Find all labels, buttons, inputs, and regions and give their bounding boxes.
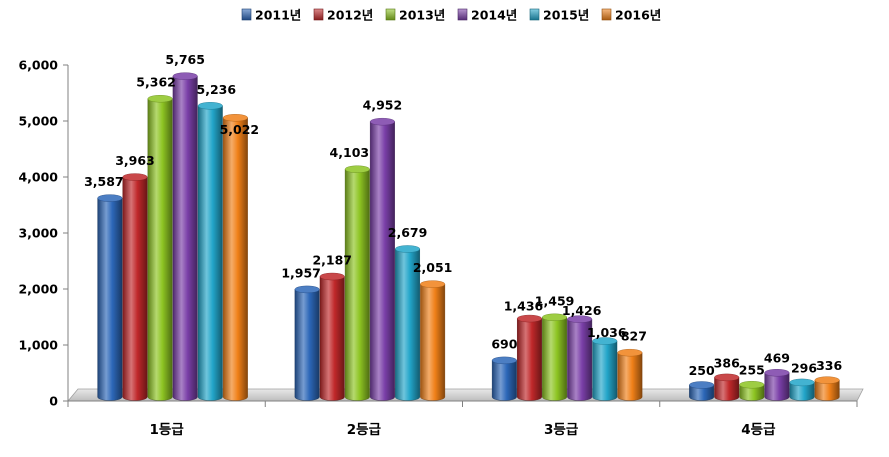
- data-label: 469: [764, 351, 790, 366]
- bar: [222, 114, 248, 401]
- legend-swatch: [601, 8, 612, 21]
- bar: [97, 194, 123, 401]
- legend-label: 2014년: [471, 8, 517, 23]
- y-tick-label: 4,000: [18, 170, 58, 185]
- data-label: 336: [816, 358, 842, 373]
- data-label: 296: [791, 360, 817, 375]
- legend-swatch: [529, 8, 540, 21]
- legend-label: 2011년: [255, 8, 301, 23]
- y-tick-label: 5,000: [18, 114, 58, 129]
- data-label: 2,187: [312, 253, 352, 268]
- data-label: 3,963: [115, 153, 155, 168]
- data-label: 250: [689, 363, 715, 378]
- legend-item: 2015년: [529, 8, 589, 23]
- bar: [739, 381, 765, 401]
- bar: [542, 313, 568, 401]
- y-tick-label: 3,000: [18, 226, 58, 241]
- data-label: 690: [491, 336, 517, 351]
- bar: [197, 102, 223, 401]
- y-tick-label: 6,000: [18, 58, 58, 73]
- bar: [567, 315, 593, 401]
- legend-swatch: [385, 8, 396, 21]
- legend-item: 2012년: [313, 8, 373, 23]
- x-tick-label: 4등급: [741, 422, 776, 438]
- bar: [294, 285, 320, 401]
- legend-label: 2012년: [327, 8, 373, 23]
- bar: [491, 356, 517, 401]
- data-label: 386: [714, 355, 740, 370]
- legend-item: 2016년: [601, 8, 661, 23]
- legend-item: 2011년: [241, 8, 301, 23]
- bar: [395, 245, 420, 401]
- data-label: 2,051: [413, 260, 453, 275]
- bar: [517, 314, 542, 401]
- data-label: 1,436: [504, 299, 544, 314]
- data-labels: 3,587 3,963 5,362 5,765 5,236 5,022 1,9572,187…: [84, 52, 842, 378]
- bar: [172, 72, 198, 401]
- data-label: 827: [621, 329, 647, 344]
- data-label: 5,765: [165, 52, 205, 67]
- axes: 0 1,000 2,000 3,000 4,000 5,000 6,000 1등급 2등급 3등급…: [18, 58, 864, 438]
- bar: [714, 373, 740, 401]
- legend-swatch: [241, 8, 252, 21]
- data-label: 1,036: [587, 325, 627, 340]
- bar: [420, 280, 446, 401]
- bar: [344, 165, 370, 401]
- data-label: 3,587: [84, 174, 124, 189]
- data-label: 255: [739, 363, 765, 378]
- bars: [97, 72, 840, 401]
- legend-label: 2015년: [543, 8, 589, 23]
- data-label: 1,426: [562, 303, 602, 318]
- data-label: 4,103: [330, 145, 370, 160]
- bar: [617, 348, 643, 401]
- y-tick-label: 1,000: [18, 338, 58, 353]
- bar: [319, 272, 345, 401]
- bar: [764, 369, 790, 401]
- legend-swatch: [313, 8, 324, 21]
- x-tick-label: 1등급: [150, 422, 185, 438]
- data-label: 2,679: [388, 225, 428, 240]
- data-label: 4,952: [363, 98, 403, 113]
- bar: [689, 381, 715, 401]
- legend-label: 2013년: [399, 8, 445, 23]
- y-tick-label: 2,000: [18, 282, 58, 297]
- bar: [122, 173, 148, 401]
- data-label: 1,957: [281, 265, 321, 280]
- legend-label: 2016년: [615, 8, 661, 23]
- x-tick-label: 3등급: [544, 422, 579, 438]
- legend-item: 2014년: [457, 8, 517, 23]
- bar: [814, 376, 840, 401]
- data-label: 5,362: [136, 75, 176, 90]
- bar: [592, 337, 618, 401]
- bar: [147, 95, 173, 401]
- data-label: 1,459: [535, 293, 575, 308]
- data-label: 5,236: [197, 82, 237, 97]
- x-tick-label: 2등급: [347, 422, 382, 438]
- y-tick-label: 0: [49, 394, 58, 409]
- data-label: 5,022: [220, 122, 260, 137]
- legend-item: 2013년: [385, 8, 445, 23]
- bar: [789, 378, 815, 401]
- legend: 2011년 2012년 2013년 2014년 2015년 2016년: [241, 8, 661, 23]
- bar: [369, 117, 395, 401]
- legend-swatch: [457, 8, 468, 21]
